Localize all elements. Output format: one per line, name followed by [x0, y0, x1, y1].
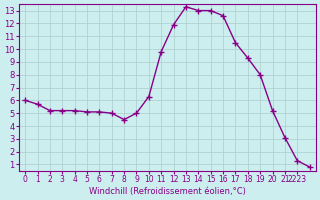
X-axis label: Windchill (Refroidissement éolien,°C): Windchill (Refroidissement éolien,°C) — [89, 187, 246, 196]
